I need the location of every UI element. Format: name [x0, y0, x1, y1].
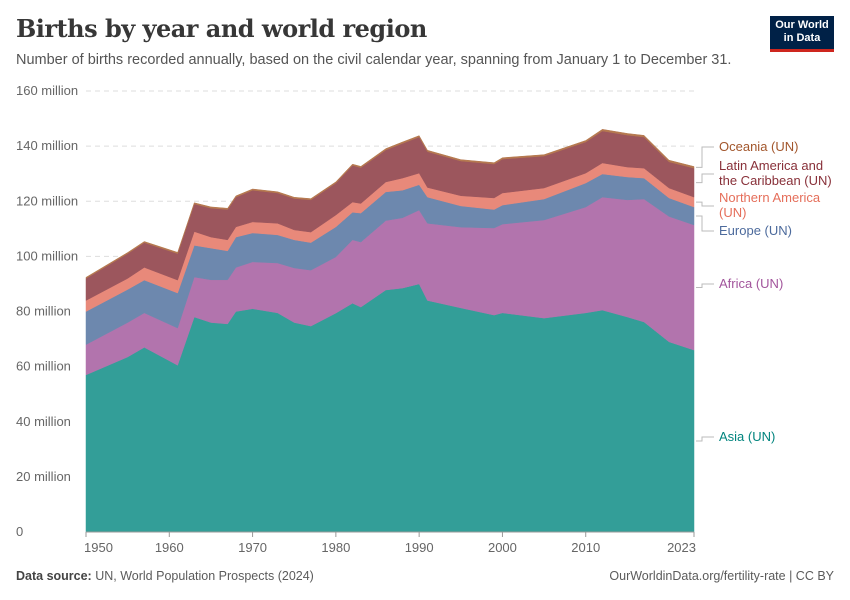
series-label[interactable]: (UN) [719, 205, 746, 220]
y-tick-label: 80 million [16, 304, 71, 319]
y-tick-label: 120 million [16, 193, 78, 208]
label-connector [696, 436, 714, 442]
source-label: Data source: [16, 569, 92, 583]
y-tick-label: 140 million [16, 138, 78, 153]
y-tick-label: 40 million [16, 414, 71, 429]
series-label[interactable]: Asia (UN) [719, 429, 775, 444]
data-source: Data source: UN, World Population Prospe… [16, 569, 314, 583]
y-tick-label: 160 million [16, 83, 78, 98]
series-label[interactable]: Europe (UN) [719, 223, 792, 238]
y-tick-label: 20 million [16, 469, 71, 484]
series-label[interactable]: Oceania (UN) [719, 139, 798, 154]
series-label[interactable]: Northern America [719, 190, 821, 205]
source-text[interactable]: UN, World Population Prospects (2024) [95, 569, 314, 583]
owid-logo[interactable]: Our World in Data [770, 16, 834, 52]
series-label[interactable]: Latin America and [719, 158, 823, 173]
footer-link[interactable]: OurWorldinData.org/fertility-rate | CC B… [609, 569, 834, 583]
x-tick-label: 2023 [667, 540, 696, 555]
label-connector [696, 283, 714, 289]
label-connector [696, 173, 714, 184]
label-connector [696, 201, 714, 207]
y-tick-label: 100 million [16, 248, 78, 263]
x-tick-label: 1990 [405, 540, 434, 555]
chart-title: Births by year and world region [16, 14, 427, 43]
area-oceania-un[interactable] [85, 129, 695, 279]
series-label[interactable]: Africa (UN) [719, 276, 783, 291]
x-tick-label: 1960 [155, 540, 184, 555]
y-tick-label: 60 million [16, 359, 71, 374]
x-tick-label: 2000 [488, 540, 517, 555]
x-tick-label: 2010 [571, 540, 600, 555]
label-connector [696, 146, 714, 168]
label-connector [696, 215, 714, 232]
chart-subtitle: Number of births recorded annually, base… [16, 52, 732, 68]
x-tick-label: 1950 [84, 540, 113, 555]
x-tick-label: 1980 [321, 540, 350, 555]
series-label[interactable]: the Caribbean (UN) [719, 173, 832, 188]
y-tick-label: 0 [16, 524, 23, 539]
x-tick-label: 1970 [238, 540, 267, 555]
